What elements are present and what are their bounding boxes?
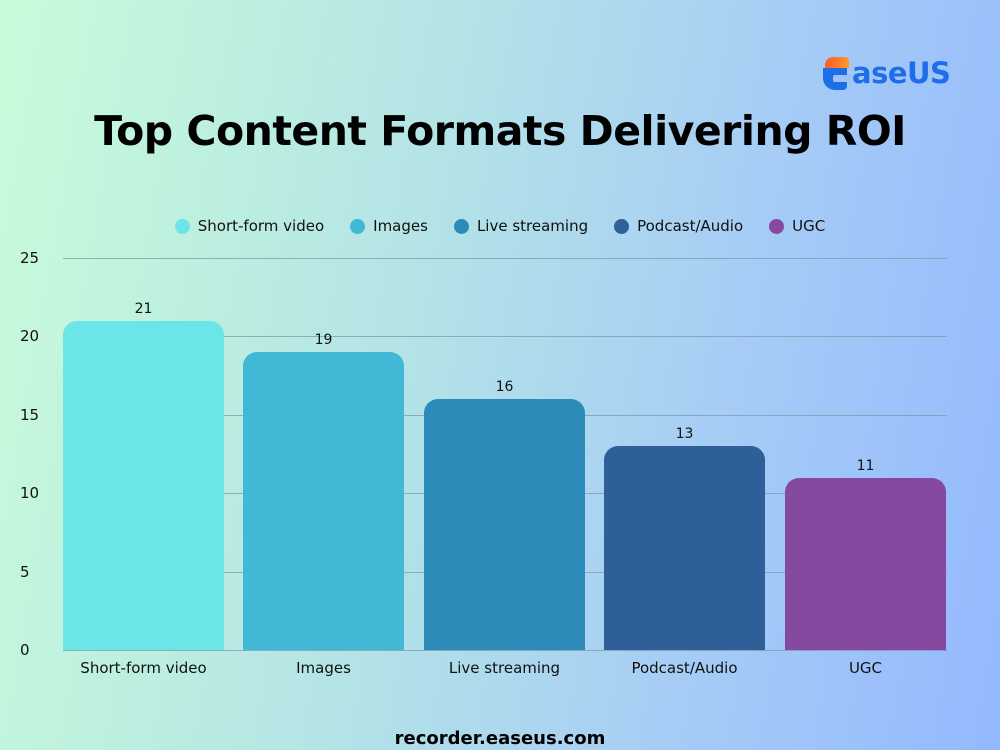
legend-label: Live streaming xyxy=(476,217,589,235)
x-axis-tick-label: Short-form video xyxy=(80,659,207,677)
bar-value-label: 16 xyxy=(495,379,514,395)
y-axis-tick-label: 20 xyxy=(20,327,40,345)
legend-swatch-icon xyxy=(453,218,469,234)
bar-value-label: 21 xyxy=(134,301,153,317)
legend-swatch-icon xyxy=(174,218,190,234)
legend-label: Podcast/Audio xyxy=(637,217,744,235)
y-axis-tick-label: 10 xyxy=(20,484,40,502)
footer-url: recorder.easeus.com xyxy=(394,728,606,749)
x-axis-tick-label: Podcast/Audio xyxy=(631,659,738,677)
bar xyxy=(63,321,224,650)
logo-text: aseUS xyxy=(852,56,951,90)
chart-legend: Short-form video Images Live streaming Podc… xyxy=(0,217,1000,235)
legend-label: UGC xyxy=(792,217,826,235)
bar xyxy=(604,446,765,650)
easeus-logo-mark-icon xyxy=(823,55,851,91)
legend-label: Short-form video xyxy=(197,217,325,235)
easeus-logo: aseUS xyxy=(823,53,951,93)
x-axis-tick-label: Live streaming xyxy=(448,659,561,677)
legend-swatch-icon xyxy=(769,218,785,234)
bar-value-label: 19 xyxy=(314,332,333,348)
legend-label: Images xyxy=(373,217,428,235)
gridline xyxy=(63,336,947,337)
bar xyxy=(785,478,946,650)
y-axis-tick-label: 15 xyxy=(20,406,40,424)
y-axis-tick-label: 5 xyxy=(20,563,30,581)
bar-value-label: 11 xyxy=(856,458,875,474)
gridline xyxy=(63,650,947,651)
y-axis-tick-label: 25 xyxy=(20,249,40,267)
x-axis-tick-label: UGC xyxy=(848,659,883,677)
legend-swatch-icon xyxy=(350,218,366,234)
x-axis-tick-label: Images xyxy=(296,659,351,677)
bar-value-label: 13 xyxy=(675,426,694,442)
legend-item: UGC xyxy=(769,217,825,235)
legend-item: Live streaming xyxy=(453,217,589,235)
bar xyxy=(424,399,585,650)
y-axis-tick-label: 0 xyxy=(20,641,30,659)
legend-item: Podcast/Audio xyxy=(614,217,743,235)
legend-item: Images xyxy=(350,217,428,235)
bar xyxy=(243,352,404,650)
legend-swatch-icon xyxy=(614,218,630,234)
gridline xyxy=(63,258,947,259)
legend-item: Short-form video xyxy=(174,217,325,235)
chart-title: Top Content Formats Delivering ROI xyxy=(94,107,906,155)
